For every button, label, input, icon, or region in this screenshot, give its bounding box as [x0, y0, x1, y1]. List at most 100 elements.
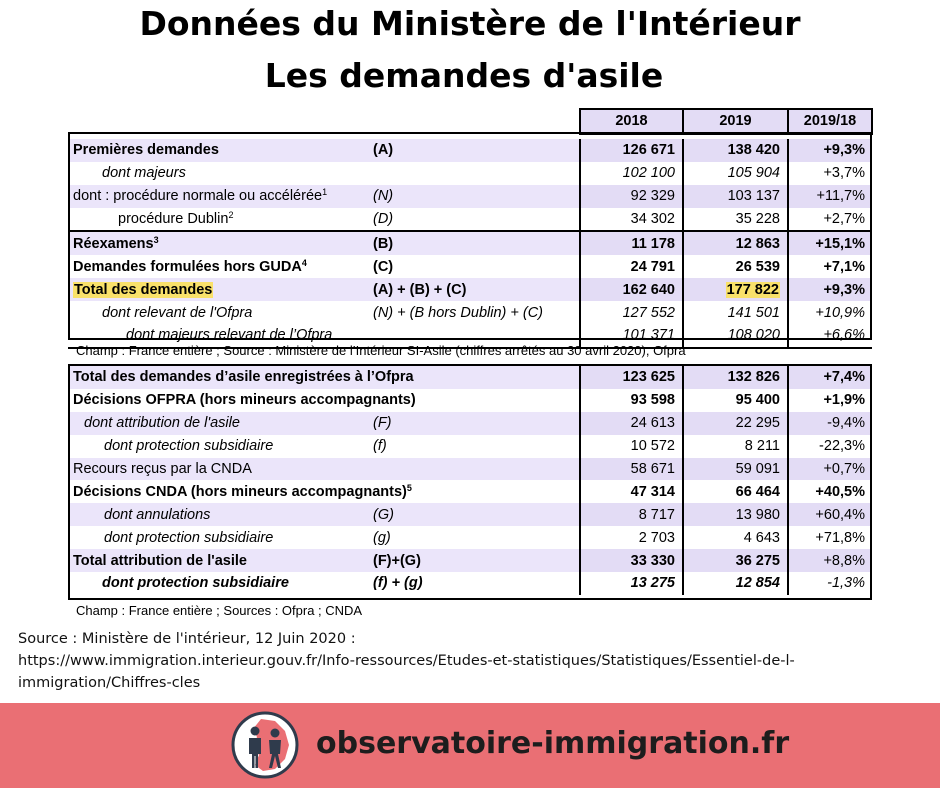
- footnote-mark: 2: [228, 210, 234, 220]
- footnote-mark: 4: [301, 257, 307, 268]
- row-code: (f): [373, 438, 387, 455]
- table-row: dont attribution de l'asile (F) 24 613 2…: [68, 411, 872, 435]
- row-label: dont attribution de l'asile: [68, 411, 368, 435]
- row-code: (f) + (g): [373, 575, 423, 592]
- row-code: (A) + (B) + (C): [368, 278, 580, 302]
- row-label: dont protection subsidiaire: [104, 438, 274, 455]
- row-label: Recours reçus par la CNDA: [68, 457, 580, 481]
- value-2018: 102 100: [579, 161, 683, 185]
- value-2019: 35 228: [682, 207, 788, 232]
- value-2019: 12 854: [682, 572, 788, 595]
- value-change: +6,6%: [787, 324, 872, 348]
- row-label: dont majeurs: [102, 165, 186, 182]
- row-code: (N): [368, 184, 580, 208]
- value-change: +11,7%: [787, 184, 872, 208]
- row-code: (F): [368, 411, 580, 435]
- row-label: procédure Dublin: [118, 211, 229, 227]
- value-change: +7,1%: [787, 255, 872, 279]
- value-2018: 93 598: [579, 388, 683, 412]
- asylum-decisions-table: Total des demandes d’asile enregistrées …: [68, 366, 872, 595]
- value-change: +9,3%: [787, 278, 872, 302]
- row-label: dont annulations: [68, 503, 368, 527]
- row-label: Décisions OFPRA (hors mineurs accompagna…: [73, 392, 416, 409]
- table-row: Total attribution de l'asile (F)+(G) 33 …: [68, 549, 872, 573]
- value-change: +3,7%: [787, 161, 872, 185]
- row-code: (B): [368, 231, 580, 256]
- value-change: +60,4%: [787, 503, 872, 527]
- table-row: Demandes formulées hors GUDA4 (C) 24 791…: [68, 255, 872, 279]
- value-change: -9,4%: [787, 411, 872, 435]
- value-2018: 11 178: [579, 231, 683, 256]
- source-line: Source : Ministère de l'intérieur, 12 Ju…: [18, 631, 356, 647]
- value-2019: 36 275: [682, 549, 788, 573]
- value-2019: 138 420: [682, 138, 788, 162]
- value-change: +0,7%: [787, 457, 872, 481]
- row-code: (G): [368, 503, 580, 527]
- value-2019: 108 020: [682, 324, 788, 348]
- value-change: +8,8%: [787, 549, 872, 573]
- table-row: dont protection subsidiaire (f) + (g) 13…: [68, 572, 872, 595]
- value-2018: 162 640: [579, 278, 683, 302]
- source-url[interactable]: https://www.immigration.interieur.gouv.f…: [18, 653, 795, 669]
- value-change: +1,9%: [787, 388, 872, 412]
- value-change: +2,7%: [787, 207, 872, 232]
- table-row: Réexamens3 (B) 11 178 12 863 +15,1%: [68, 231, 872, 256]
- value-2019: 177 822: [725, 281, 780, 298]
- value-2018: 126 671: [579, 138, 683, 162]
- value-2018: 10 572: [579, 434, 683, 458]
- table-row: Total des demandes d’asile enregistrées …: [68, 366, 872, 389]
- table-row: dont relevant de l'Ofpra (N) + (B hors D…: [68, 301, 872, 325]
- row-label: Total attribution de l'asile: [68, 549, 368, 573]
- row-code: (F)+(G): [368, 549, 580, 573]
- table-header-row: 2018 2019 2019/18: [68, 108, 873, 135]
- value-change: +7,4%: [787, 366, 872, 389]
- table-row: dont : procédure normale ou accélérée1 (…: [68, 184, 872, 208]
- value-2018: 8 717: [579, 503, 683, 527]
- row-label: dont protection subsidiaire: [104, 529, 274, 546]
- value-2018: 24 613: [579, 411, 683, 435]
- site-name[interactable]: observatoire-immigration.fr: [316, 726, 790, 761]
- value-change: -22,3%: [787, 434, 872, 458]
- value-change: +10,9%: [787, 301, 872, 325]
- column-header-change: 2019/18: [787, 108, 873, 135]
- row-label: Décisions CNDA (hors mineurs accompagnan…: [73, 483, 407, 500]
- value-2018: 33 330: [579, 549, 683, 573]
- value-2019: 26 539: [682, 255, 788, 279]
- row-label: Premières demandes: [68, 138, 368, 162]
- source-url-continued[interactable]: immigration/Chiffres-cles: [18, 675, 201, 691]
- value-change: +40,5%: [787, 480, 872, 504]
- asylum-requests-table: 2018 2019 2019/18 Premières demandes (A)…: [68, 108, 873, 349]
- table-row: Recours reçus par la CNDA 58 671 59 091 …: [68, 457, 872, 481]
- row-label: dont relevant de l'Ofpra: [102, 304, 253, 321]
- value-2019: 22 295: [682, 411, 788, 435]
- footnote-mark: 5: [406, 482, 412, 493]
- table-row: Décisions OFPRA (hors mineurs accompagna…: [68, 388, 872, 412]
- table-row: Premières demandes (A) 126 671 138 420 +…: [68, 138, 872, 162]
- table-row: Décisions CNDA (hors mineurs accompagnan…: [68, 480, 872, 504]
- value-2018: 24 791: [579, 255, 683, 279]
- value-change: +9,3%: [787, 138, 872, 162]
- row-code: [368, 162, 580, 185]
- value-2019: 8 211: [682, 434, 788, 458]
- row-label: Réexamens: [73, 235, 154, 252]
- row-label: Total des demandes d’asile enregistrées …: [68, 366, 580, 389]
- table-row: Total des demandes (A) + (B) + (C) 162 6…: [68, 278, 872, 302]
- row-code: (C): [373, 258, 394, 275]
- value-2019: 13 980: [682, 503, 788, 527]
- value-2019: 95 400: [682, 388, 788, 412]
- value-2019: 4 643: [682, 526, 788, 550]
- table1-note: Champ : France entière ; Source : Minist…: [76, 343, 686, 358]
- source-citation: Source : Ministère de l'intérieur, 12 Ju…: [18, 628, 918, 694]
- footnote-mark: 3: [153, 234, 159, 245]
- value-2018: 2 703: [579, 526, 683, 550]
- table-row: procédure Dublin2 (D) 34 302 35 228 +2,7…: [68, 207, 872, 232]
- table-row: dont protection subsidiaire (f) 10 572 8…: [68, 434, 872, 458]
- value-2018: 34 302: [579, 207, 683, 232]
- value-2019: 132 826: [682, 366, 788, 389]
- column-header-2019: 2019: [682, 108, 788, 135]
- row-label: dont : procédure normale ou accélérée: [73, 188, 323, 205]
- value-change: +15,1%: [787, 231, 872, 256]
- row-label: Demandes formulées hors GUDA: [73, 258, 302, 275]
- people-walking-france-map-icon: [231, 711, 299, 779]
- table-row: dont protection subsidiaire (g) 2 703 4 …: [68, 526, 872, 550]
